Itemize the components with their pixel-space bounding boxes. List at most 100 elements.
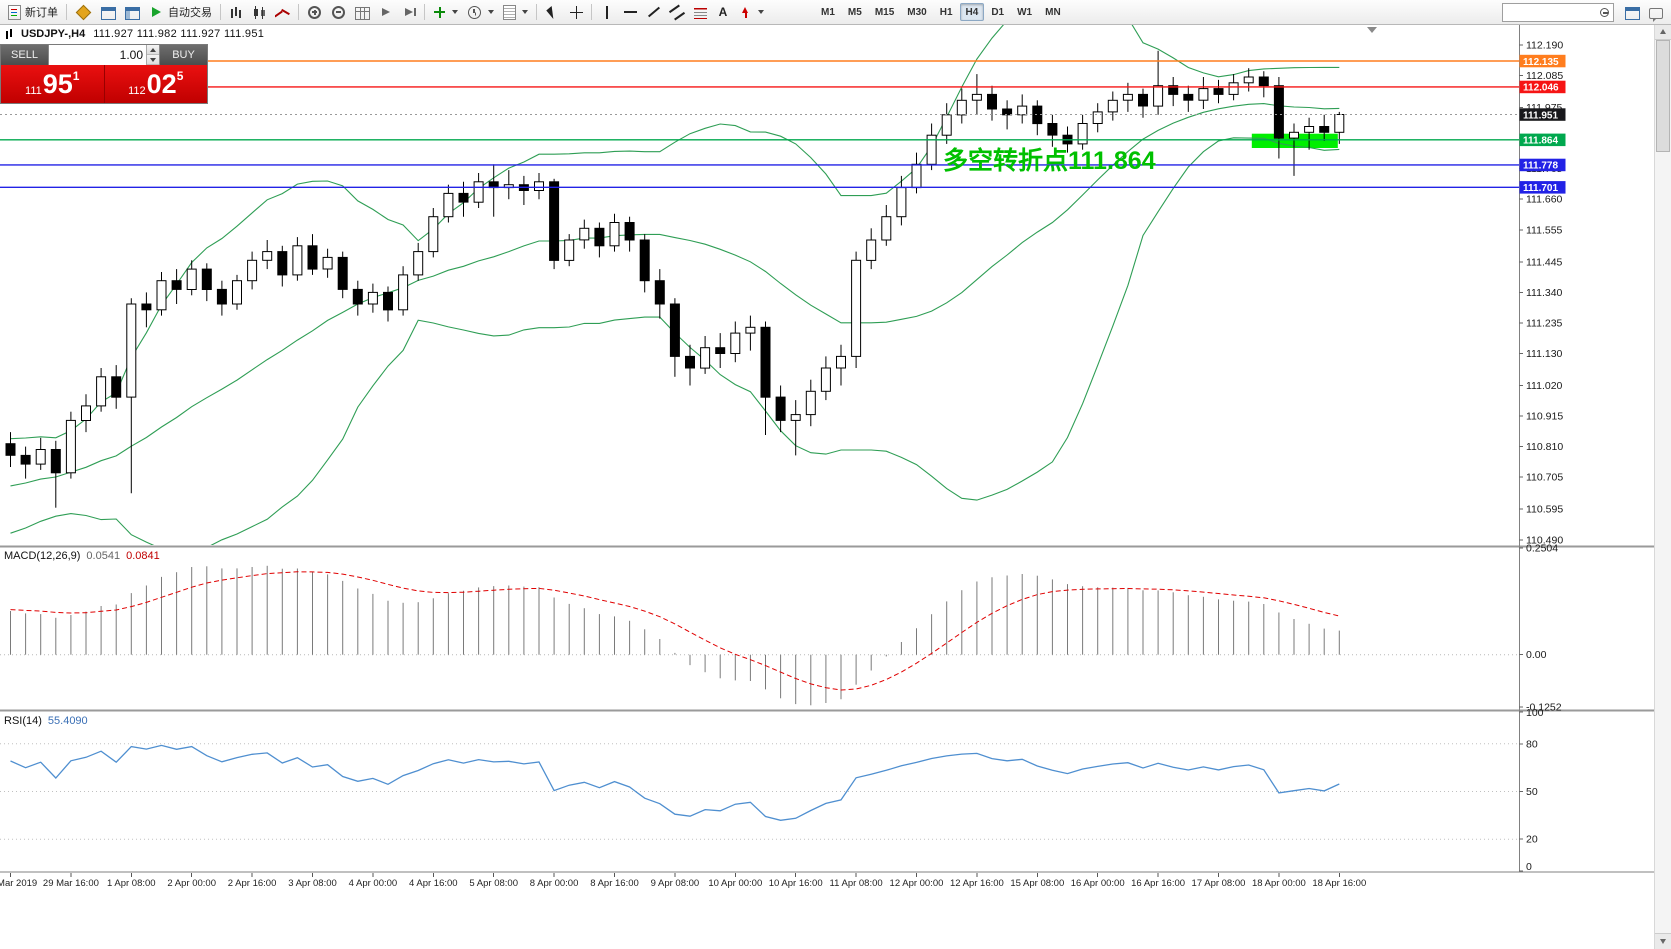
price-axis-label: 112.190: [1526, 39, 1563, 51]
timeframe-m15[interactable]: M15: [869, 3, 900, 21]
time-label: 29 Mar 2019: [0, 878, 37, 889]
candle: [413, 251, 424, 276]
sell-price-big: 95: [42, 69, 73, 99]
crosshair-button[interactable]: [565, 2, 587, 22]
vertical-line-button[interactable]: [596, 2, 618, 22]
timeframe-w1[interactable]: W1: [1011, 3, 1038, 21]
current-price-tag[interactable]: [1519, 108, 1566, 121]
candle: [186, 268, 197, 291]
line-chart-button[interactable]: [271, 2, 294, 22]
scroll-up-button[interactable]: [1655, 24, 1671, 40]
support-line-blue-1-tag[interactable]: [1519, 158, 1566, 172]
chat-button[interactable]: [1645, 2, 1667, 22]
candle: [473, 181, 484, 203]
resistance-line-red-tag[interactable]: [1519, 80, 1566, 94]
bar-chart-button[interactable]: [225, 2, 247, 22]
resistance-line-orange-tag-label: 112.135: [1523, 57, 1559, 68]
pivot-line-green-tag[interactable]: [1519, 133, 1566, 147]
cursor-icon: [546, 5, 559, 19]
volume-down-icon[interactable]: [147, 55, 159, 65]
pivot-line-green-tag-label: 111.864: [1523, 136, 1558, 147]
zoom-out-button[interactable]: [327, 2, 350, 22]
market-watch-button[interactable]: [71, 2, 96, 22]
chat-icon: [1649, 7, 1663, 22]
toolbar-separator: [591, 4, 592, 20]
timeframe-h1[interactable]: H1: [934, 3, 959, 21]
volume-field[interactable]: 1.00: [48, 45, 160, 65]
auto-trading-button[interactable]: 自动交易: [145, 2, 216, 22]
candle: [1092, 111, 1103, 125]
buy-header: BUY: [160, 45, 207, 65]
candle: [367, 291, 378, 305]
zoom-in-button[interactable]: [303, 2, 326, 22]
timeframe-m5[interactable]: M5: [842, 3, 868, 21]
chart-ohlc-values: 111.927 111.982 111.927 111.951: [93, 28, 265, 40]
price-axis-label: 110.810: [1526, 441, 1563, 453]
candle: [1198, 88, 1209, 101]
macd-axis-label: -0.1252: [1526, 702, 1562, 714]
vertical-scrollbar[interactable]: [1654, 24, 1671, 949]
cursor-button[interactable]: [541, 2, 564, 22]
macd-signal-value: 0.0841: [126, 550, 160, 562]
buy-price-big: 02: [146, 69, 177, 99]
sell-price-prefix: 111: [25, 85, 42, 97]
candle: [1273, 85, 1284, 139]
toolbar-separator: [66, 4, 67, 20]
trendline-button[interactable]: [643, 2, 665, 22]
candle: [1289, 131, 1299, 139]
chart-shift-marker[interactable]: [1367, 27, 1377, 33]
support-line-blue-2-tag[interactable]: [1519, 181, 1566, 194]
timeframe-d1[interactable]: D1: [985, 3, 1010, 21]
new-order-button[interactable]: 新订单: [4, 2, 62, 22]
scroll-down-button[interactable]: [1655, 933, 1671, 949]
tile-windows-button[interactable]: [351, 2, 374, 22]
candle: [594, 227, 605, 247]
candle: [881, 216, 892, 241]
candle: [156, 280, 167, 311]
zoom-in-icon: [308, 5, 321, 19]
time-label: 9 Apr 08:00: [651, 878, 700, 889]
candle: [65, 419, 76, 474]
timeframe-m30[interactable]: M30: [901, 3, 932, 21]
chart-annotation-text[interactable]: 多空转折点111.864: [943, 147, 1156, 175]
search-input[interactable]: [1506, 5, 1599, 19]
templates-button[interactable]: [499, 2, 532, 22]
toolbar-separator: [220, 4, 221, 20]
toolbar-separator: [298, 4, 299, 20]
indicators-button[interactable]: [429, 2, 462, 22]
data-window-button[interactable]: [97, 2, 120, 22]
horizontal-line-button[interactable]: [619, 2, 642, 22]
candle: [1017, 105, 1028, 116]
buy-price-button[interactable]: 112 02 5: [104, 65, 207, 103]
scroll-thumb[interactable]: [1656, 40, 1670, 152]
timeframe-mn[interactable]: MN: [1039, 3, 1067, 21]
time-label: 10 Apr 16:00: [769, 878, 823, 889]
volume-up-icon[interactable]: [147, 45, 159, 55]
chevron-down-icon: [488, 10, 494, 14]
candle: [292, 245, 303, 276]
community-button[interactable]: [1621, 2, 1644, 22]
candlestick-chart-button[interactable]: [248, 2, 270, 22]
sell-price-button[interactable]: 111 95 1: [1, 65, 104, 103]
auto-scroll-button[interactable]: [375, 2, 397, 22]
channel-button[interactable]: [666, 2, 688, 22]
horizontal-line-icon: [624, 11, 637, 13]
highlight-rectangle[interactable]: [1251, 133, 1338, 148]
price-axis-label: 110.490: [1526, 534, 1563, 546]
timeframe-m1[interactable]: M1: [815, 3, 841, 21]
price-axis-label: 111.555: [1526, 224, 1563, 236]
resistance-line-orange-tag[interactable]: [1519, 54, 1566, 68]
timeframe-h4[interactable]: H4: [959, 3, 985, 21]
periods-button[interactable]: [463, 2, 498, 22]
navigator-button[interactable]: [121, 2, 144, 22]
new-order-label: 新订单: [25, 7, 58, 19]
chart-shift-button[interactable]: [398, 2, 420, 22]
time-label: 10 Apr 00:00: [708, 878, 762, 889]
time-label: 29 Mar 16:00: [43, 878, 99, 889]
time-label: 17 Apr 08:00: [1192, 878, 1246, 889]
volume-stepper[interactable]: [146, 45, 159, 65]
text-tool-button[interactable]: A: [712, 2, 734, 22]
arrow-tools-button[interactable]: [735, 2, 768, 22]
fibonacci-button[interactable]: [689, 2, 711, 22]
